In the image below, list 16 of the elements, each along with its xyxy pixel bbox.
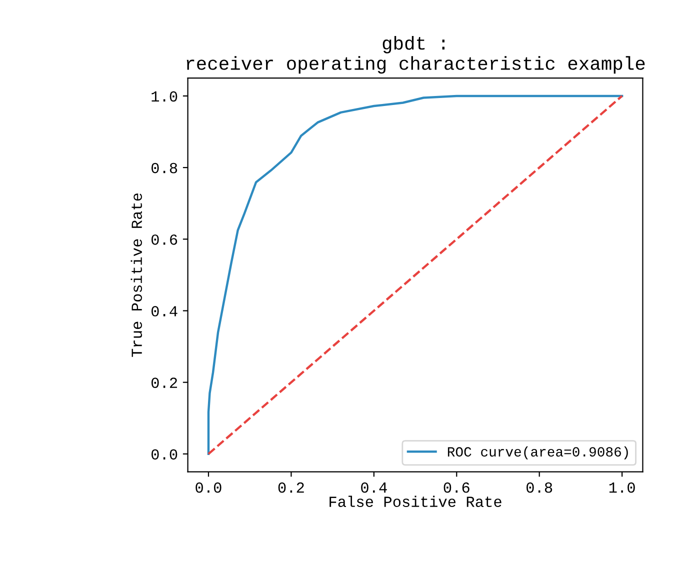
x-tick-label: 0.8 xyxy=(526,482,552,493)
x-tick-label: 0.2 xyxy=(278,482,304,493)
legend-label: ROC curve(area=0.9086) xyxy=(448,446,628,460)
x-tick-label: 1.0 xyxy=(609,482,635,493)
y-tick-label: 0.6 xyxy=(152,234,178,245)
x-tick-label: 0.0 xyxy=(196,482,222,493)
y-tick-label: 0.8 xyxy=(152,162,178,174)
y-tick-label: 0.0 xyxy=(152,449,178,460)
chart-title: gbdt : receiver operating characteristic example xyxy=(186,36,645,74)
y-axis-title: True Positive Rate xyxy=(130,193,142,357)
y-tick-label: 0.4 xyxy=(152,306,178,316)
x-axis-title: False Positive Rate xyxy=(330,496,502,508)
x-tick-label: 0.6 xyxy=(444,482,470,493)
x-tick-label: 0.4 xyxy=(361,482,387,493)
y-tick-label: 0.2 xyxy=(152,378,177,388)
y-tick-label: 1.0 xyxy=(152,91,178,102)
